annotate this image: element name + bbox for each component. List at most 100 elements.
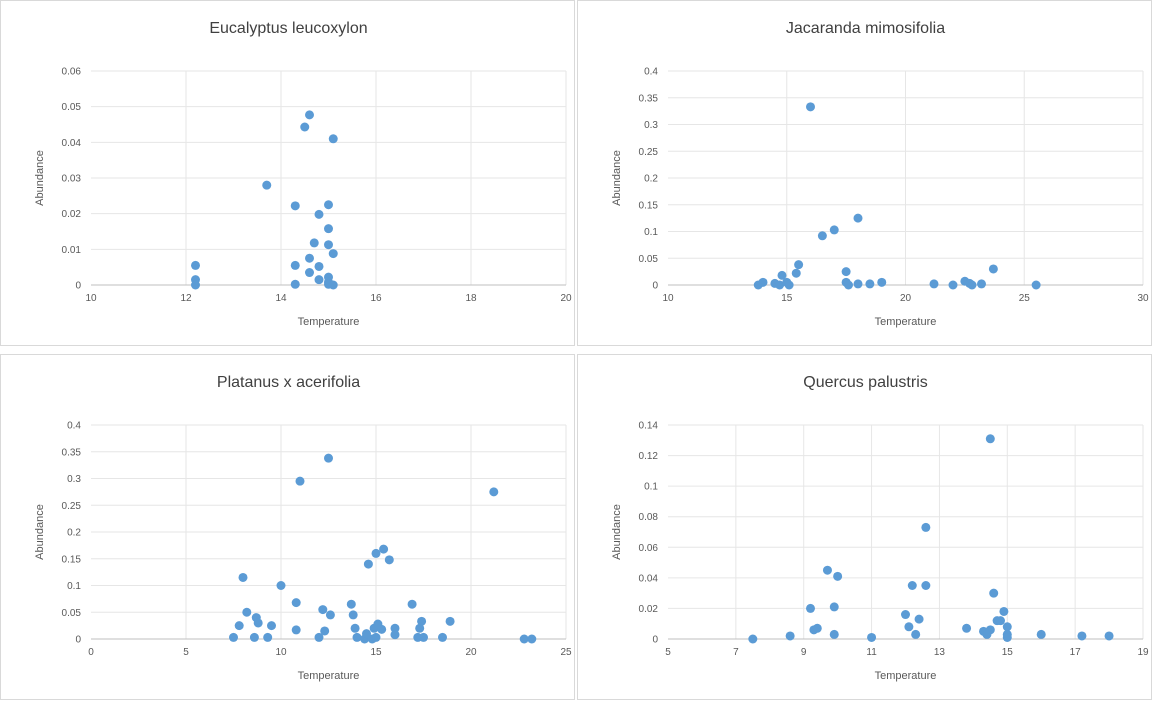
y-tick-label: 0.08 — [639, 512, 659, 523]
data-point — [417, 616, 427, 626]
data-point — [309, 238, 319, 248]
data-point — [996, 616, 1005, 626]
y-tick-label: 0.02 — [62, 209, 82, 220]
data-point — [841, 267, 851, 277]
data-point — [867, 632, 877, 642]
data-point — [989, 588, 999, 598]
x-tick-label: 12 — [180, 293, 192, 304]
data-point — [1031, 280, 1041, 290]
y-tick-label: 0.1 — [644, 227, 658, 238]
x-axis-label: Temperature — [875, 316, 937, 328]
scatter-chart: Jacaranda mimosifolia 10 15 20 25 30 0 0.05 0.1 0… — [611, 20, 1149, 328]
x-tick-label: 20 — [465, 647, 477, 658]
chart-title: Quercus palustris — [803, 374, 928, 391]
data-point — [758, 277, 768, 287]
x-tick-label: 5 — [183, 647, 189, 658]
data-point — [806, 603, 815, 613]
data-point — [384, 555, 394, 565]
x-tick-label: 15 — [1002, 647, 1014, 658]
y-axis-label: Abundance — [34, 504, 46, 560]
data-point — [911, 629, 921, 639]
data-point — [291, 598, 301, 608]
data-point — [290, 279, 300, 289]
data-point — [318, 605, 328, 615]
y-tick-label: 0.1 — [67, 581, 81, 592]
y-tick-label: 0.03 — [62, 174, 82, 185]
y-tick-label: 0.05 — [62, 608, 82, 619]
x-tick-label: 20 — [560, 293, 572, 304]
data-point — [295, 476, 305, 486]
data-point — [328, 249, 338, 259]
y-tick-label: 0.05 — [639, 254, 659, 265]
data-point — [276, 581, 286, 590]
data-point — [253, 618, 263, 628]
x-tick-label: 10 — [662, 293, 674, 304]
x-tick-label: 11 — [866, 647, 877, 658]
data-point — [829, 602, 839, 612]
data-point — [229, 632, 238, 642]
data-point — [784, 280, 794, 290]
data-point — [519, 634, 529, 644]
x-tick-label: 0 — [88, 647, 94, 658]
data-point — [390, 623, 400, 633]
data-point — [390, 630, 400, 640]
data-point — [352, 632, 362, 642]
x-tick-label: 9 — [801, 647, 807, 658]
data-point — [748, 634, 758, 644]
y-tick-label: 0.15 — [639, 200, 659, 211]
data-point — [904, 622, 914, 632]
y-tick-label: 0.15 — [62, 554, 82, 565]
y-tick-label: 0.35 — [639, 93, 659, 104]
data-point — [977, 279, 986, 289]
data-point — [853, 213, 863, 223]
data-point — [921, 522, 931, 532]
data-point — [249, 632, 259, 642]
data-point — [324, 453, 333, 463]
x-tick-label: 25 — [560, 647, 572, 658]
x-axis-label: Temperature — [298, 316, 360, 328]
y-axis-label: Abundance — [611, 150, 623, 206]
scatter-chart: Quercus palustris 5 7 9 11 13 15 17 19 0 0.02 0.04 0… — [611, 374, 1149, 682]
data-point — [806, 102, 815, 112]
data-point — [415, 623, 425, 633]
data-point — [988, 264, 998, 274]
data-point — [1002, 622, 1012, 632]
data-point — [291, 625, 301, 635]
data-point — [833, 571, 843, 581]
data-point — [775, 280, 785, 290]
data-point — [1104, 631, 1114, 641]
data-point — [967, 280, 977, 290]
data-point — [305, 110, 314, 120]
data-point — [267, 621, 276, 631]
data-point — [238, 572, 248, 582]
y-tick-label: 0.25 — [639, 147, 659, 158]
y-tick-label: 0.3 — [644, 120, 658, 131]
x-tick-label: 13 — [934, 647, 946, 658]
x-tick-label: 19 — [1137, 647, 1149, 658]
x-tick-label: 10 — [275, 647, 287, 658]
data-point — [865, 279, 875, 289]
y-tick-label: 0 — [652, 281, 658, 292]
data-point — [262, 180, 272, 190]
data-point — [407, 599, 417, 609]
data-point — [901, 610, 910, 620]
data-point — [290, 260, 300, 270]
x-tick-label: 18 — [465, 293, 477, 304]
y-tick-label: 0.06 — [62, 67, 82, 78]
data-point — [829, 225, 839, 235]
data-point — [324, 240, 333, 250]
data-point — [191, 260, 200, 270]
data-point — [527, 634, 537, 644]
data-point — [929, 279, 939, 289]
x-tick-label: 17 — [1070, 647, 1082, 658]
data-point — [305, 253, 314, 263]
data-point — [371, 548, 381, 558]
data-point — [363, 559, 373, 569]
y-tick-label: 0.01 — [62, 245, 82, 256]
data-point — [791, 268, 801, 278]
data-point — [314, 261, 324, 271]
data-point — [324, 224, 333, 234]
x-tick-label: 10 — [85, 293, 97, 304]
y-axis-label: Abundance — [611, 504, 623, 560]
